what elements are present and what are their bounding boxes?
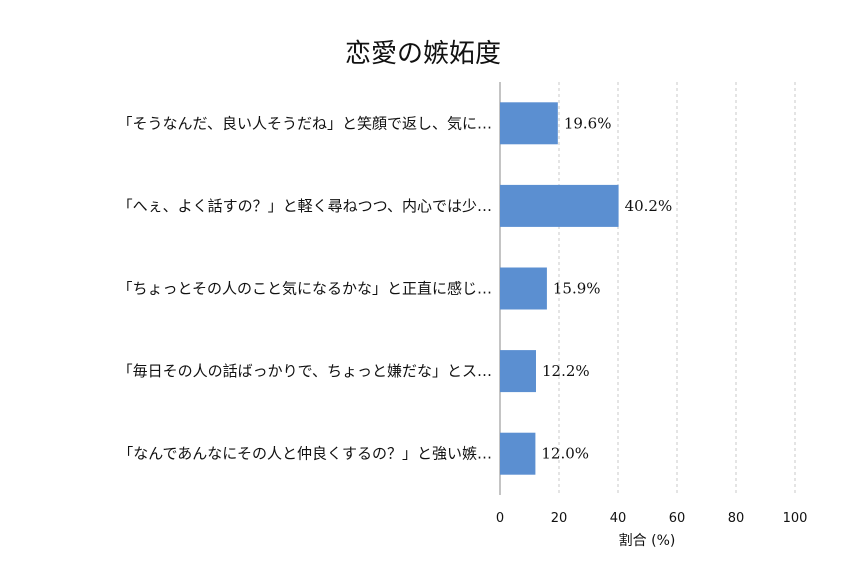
bars — [500, 102, 619, 475]
value-label: 15.9% — [553, 280, 601, 298]
value-label: 40.2% — [625, 197, 673, 215]
bar — [500, 102, 558, 145]
category-label: 「ちょっとその人のこと気になるかな」と正直に感じ… — [117, 280, 492, 298]
value-label: 19.6% — [564, 114, 612, 132]
x-axis-label: 割合 (%) — [619, 532, 676, 549]
bar — [500, 350, 536, 393]
x-tick-label: 20 — [551, 511, 568, 526]
x-tick-label: 60 — [669, 511, 686, 526]
chart-title: 恋愛の嫉妬度 — [345, 39, 501, 69]
bar — [500, 184, 619, 227]
value-labels: 19.6% 40.2% 15.9% 12.2% 12.0% — [541, 114, 672, 462]
value-label: 12.0% — [541, 445, 589, 463]
category-label: 「へぇ、よく話すの？」と軽く尋ねつつ、内心では少… — [118, 197, 492, 215]
category-label: 「毎日その人の話ばっかりで、ちょっと嫌だな」とス… — [118, 362, 492, 380]
x-tick-label: 80 — [728, 511, 745, 526]
category-label: 「そうなんだ、良い人そうだね」と笑顔で返し、気に… — [117, 114, 492, 132]
x-tick-label: 100 — [783, 511, 808, 526]
x-tick-label: 40 — [610, 511, 627, 526]
bar — [500, 267, 547, 310]
category-label: 「なんであんなにその人と仲良くするの？」と強い嫉… — [118, 445, 492, 463]
bar — [500, 432, 536, 475]
x-tick-label: 0 — [496, 511, 504, 526]
category-labels: 「そうなんだ、良い人そうだね」と笑顔で返し、気に… 「へぇ、よく話すの？」と軽く尋… — [117, 114, 492, 462]
x-axis-ticks: 0 20 40 60 80 100 — [496, 511, 808, 526]
value-label: 12.2% — [542, 362, 590, 380]
